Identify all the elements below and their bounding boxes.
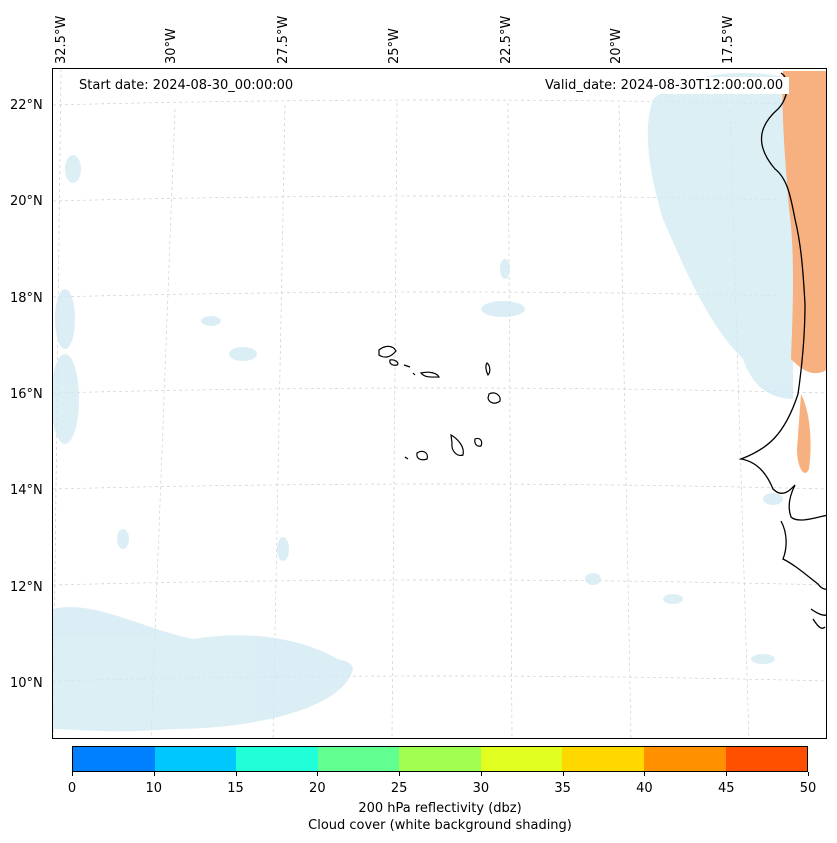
colorbar-label-cloud-cover: Cloud cover (white background shading) [308,818,572,833]
colorbar-tickmark [235,772,237,776]
lat-label-22n: 22°N [10,98,43,113]
colorbar-tick-label: 10 [145,781,163,796]
colorbar-tick-label: 40 [636,781,653,796]
coastline [738,72,826,629]
cloud-shading [53,73,793,732]
lat-label-20n: 20°N [10,194,43,209]
colorbar-tick-label: 25 [390,781,408,796]
colorbar-label-reflectivity: 200 hPa reflectivity (dbz) [358,801,522,816]
colorbar-segment-2 [236,747,318,771]
colorbar-tickmark [317,772,319,776]
lat-label-16n: 16°N [10,387,43,402]
lon-label-25w: 25°W [387,28,402,64]
lon-label-22-5w: 22.5°W [499,15,514,64]
colorbar-segment-7 [643,747,726,771]
lon-label-27-5w: 27.5°W [276,15,291,64]
lon-label-17-5w: 17.5°W [721,15,736,64]
colorbar-tick-label: 0 [67,781,77,796]
colorbar-segment-4 [399,747,481,771]
colorbar-tickmark [644,772,646,776]
map-canvas [53,69,826,738]
lat-label-12n: 12°N [10,580,43,595]
lat-label-18n: 18°N [10,291,43,306]
colorbar-tick-label: 20 [309,781,326,796]
lon-label-20w: 20°W [609,28,624,64]
colorbar-tick-label: 15 [227,781,244,796]
map-panel[interactable] [52,68,827,739]
lat-label-14n: 14°N [10,483,43,498]
reflectivity-shading [782,71,826,473]
colorbar-tickmark [808,772,809,776]
colorbar-segment-6 [562,747,644,771]
colorbar-tickmark [399,772,401,776]
start-date-label: Start date: 2024-08-30_00:00:00 [73,77,300,94]
colorbar-tick-label: 30 [472,781,490,796]
colorbar-tickmark [153,772,155,776]
colorbar-segment-8 [725,747,808,771]
colorbar-tickmark [726,772,728,776]
lon-label-32-5w: 32.5°W [54,15,69,64]
colorbar-segment-5 [480,747,563,771]
colorbar-tickmark [72,772,73,776]
colorbar-tickmark [562,772,564,776]
colorbar [72,746,808,772]
valid-date-label: Valid_date: 2024-08-30T12:00:00.00 [539,77,790,94]
colorbar-tickmark [480,772,482,776]
colorbar-tick-label: 50 [799,781,817,796]
colorbar-segment-3 [317,747,400,771]
colorbar-tick-label: 35 [554,781,571,796]
colorbar-segment-1 [154,747,237,771]
colorbar-segment-0 [73,747,155,771]
lat-label-10n: 10°N [10,676,43,691]
cape-verde-islands [378,345,501,461]
lon-label-30w: 30°W [164,28,179,64]
colorbar-tick-label: 45 [717,781,735,796]
